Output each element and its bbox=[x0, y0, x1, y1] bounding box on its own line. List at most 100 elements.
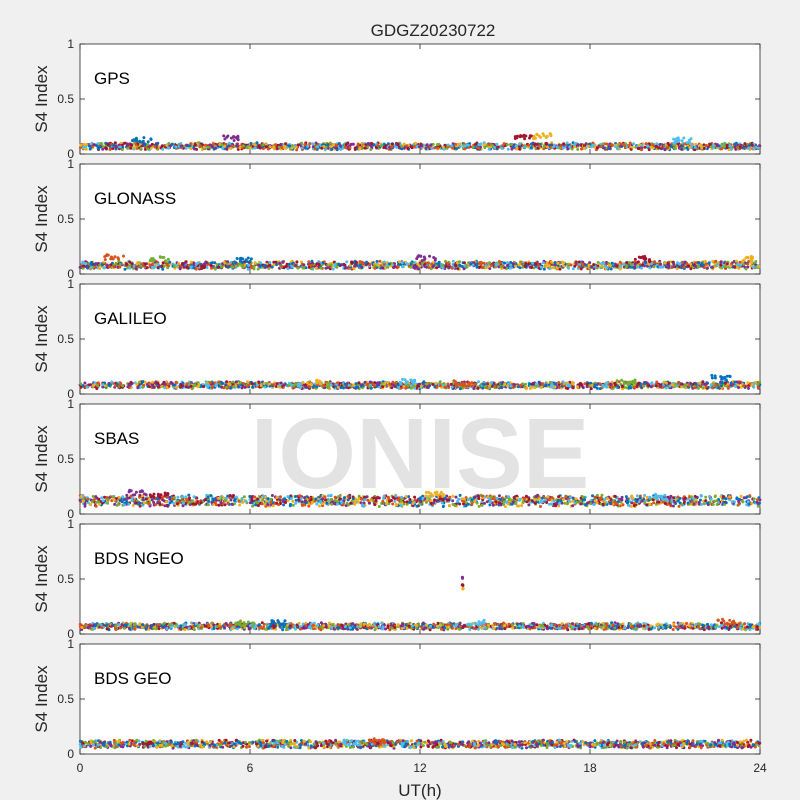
data-point bbox=[605, 266, 609, 269]
data-point bbox=[209, 381, 212, 385]
data-point bbox=[566, 262, 570, 266]
data-point bbox=[511, 262, 515, 266]
data-point bbox=[474, 142, 478, 146]
y-tick-label: 1 bbox=[67, 37, 74, 51]
data-point bbox=[371, 382, 375, 386]
data-point bbox=[706, 145, 710, 149]
data-point bbox=[272, 263, 276, 267]
data-point bbox=[79, 143, 83, 147]
data-point bbox=[534, 382, 538, 386]
data-point bbox=[523, 145, 527, 149]
data-point bbox=[752, 147, 756, 150]
data-point bbox=[647, 258, 651, 262]
data-point bbox=[437, 142, 441, 146]
data-point bbox=[263, 385, 267, 389]
data-point bbox=[523, 137, 527, 141]
data-point bbox=[318, 382, 322, 386]
data-point bbox=[118, 265, 122, 269]
data-point bbox=[505, 143, 509, 147]
data-point bbox=[209, 264, 213, 268]
data-point bbox=[166, 266, 170, 270]
data-point bbox=[458, 263, 462, 267]
data-point bbox=[435, 146, 439, 150]
data-point bbox=[142, 136, 146, 140]
data-point bbox=[222, 260, 226, 264]
data-point bbox=[633, 385, 636, 389]
data-point bbox=[503, 261, 507, 265]
data-point bbox=[664, 386, 668, 390]
data-point bbox=[335, 265, 339, 269]
data-point bbox=[720, 384, 723, 388]
panel-label: GALILEO bbox=[94, 309, 167, 328]
data-point bbox=[158, 255, 162, 259]
data-point bbox=[331, 267, 335, 271]
data-point bbox=[622, 263, 626, 266]
data-point bbox=[500, 382, 504, 386]
figure-title: GDGZ20230722 bbox=[371, 21, 496, 40]
data-point bbox=[454, 142, 457, 146]
data-point bbox=[682, 146, 686, 150]
data-point bbox=[329, 145, 333, 149]
data-point bbox=[363, 380, 367, 384]
data-point bbox=[186, 266, 190, 270]
data-point bbox=[500, 147, 504, 150]
data-point bbox=[409, 262, 413, 266]
data-point bbox=[577, 265, 581, 269]
data-point bbox=[742, 146, 746, 150]
data-point bbox=[467, 381, 471, 385]
data-point bbox=[602, 261, 606, 265]
data-point bbox=[559, 144, 563, 148]
data-point bbox=[262, 382, 266, 385]
data-point bbox=[533, 386, 537, 390]
data-point bbox=[399, 381, 403, 385]
data-point bbox=[477, 146, 481, 150]
data-point bbox=[640, 266, 643, 270]
data-point bbox=[750, 383, 754, 387]
data-point bbox=[481, 266, 484, 270]
data-point bbox=[217, 380, 221, 384]
data-point bbox=[576, 143, 580, 147]
data-point bbox=[490, 264, 493, 267]
data-point bbox=[481, 386, 485, 390]
data-point bbox=[148, 385, 151, 389]
data-point bbox=[723, 381, 727, 385]
data-point bbox=[96, 381, 100, 385]
data-point bbox=[627, 144, 631, 147]
data-point bbox=[368, 380, 372, 384]
y-axis-label: S4 Index bbox=[32, 185, 51, 253]
data-point bbox=[720, 147, 723, 151]
data-point bbox=[595, 266, 599, 270]
data-point bbox=[658, 385, 662, 389]
data-point bbox=[89, 266, 93, 270]
data-point bbox=[615, 379, 619, 383]
data-point bbox=[108, 265, 111, 269]
data-point bbox=[446, 143, 450, 147]
data-point bbox=[710, 265, 714, 269]
data-point bbox=[397, 386, 401, 389]
data-point bbox=[140, 140, 144, 144]
data-point bbox=[358, 147, 361, 151]
data-point bbox=[490, 381, 493, 384]
plot-area bbox=[79, 283, 761, 395]
data-point bbox=[458, 142, 462, 146]
data-point bbox=[620, 142, 624, 146]
data-point bbox=[548, 267, 552, 271]
data-point bbox=[610, 261, 614, 265]
data-point bbox=[568, 384, 571, 388]
data-point bbox=[414, 141, 418, 145]
data-point bbox=[699, 384, 703, 388]
data-point bbox=[737, 386, 740, 389]
data-point bbox=[595, 386, 599, 390]
data-point bbox=[446, 382, 450, 386]
data-point bbox=[220, 143, 224, 147]
data-point bbox=[556, 261, 560, 265]
data-point bbox=[733, 265, 737, 269]
data-point bbox=[424, 146, 428, 150]
data-point bbox=[277, 145, 281, 149]
data-point bbox=[599, 145, 603, 149]
data-point bbox=[509, 263, 513, 267]
data-point bbox=[532, 134, 536, 138]
data-point bbox=[710, 373, 714, 377]
data-point bbox=[643, 382, 647, 385]
